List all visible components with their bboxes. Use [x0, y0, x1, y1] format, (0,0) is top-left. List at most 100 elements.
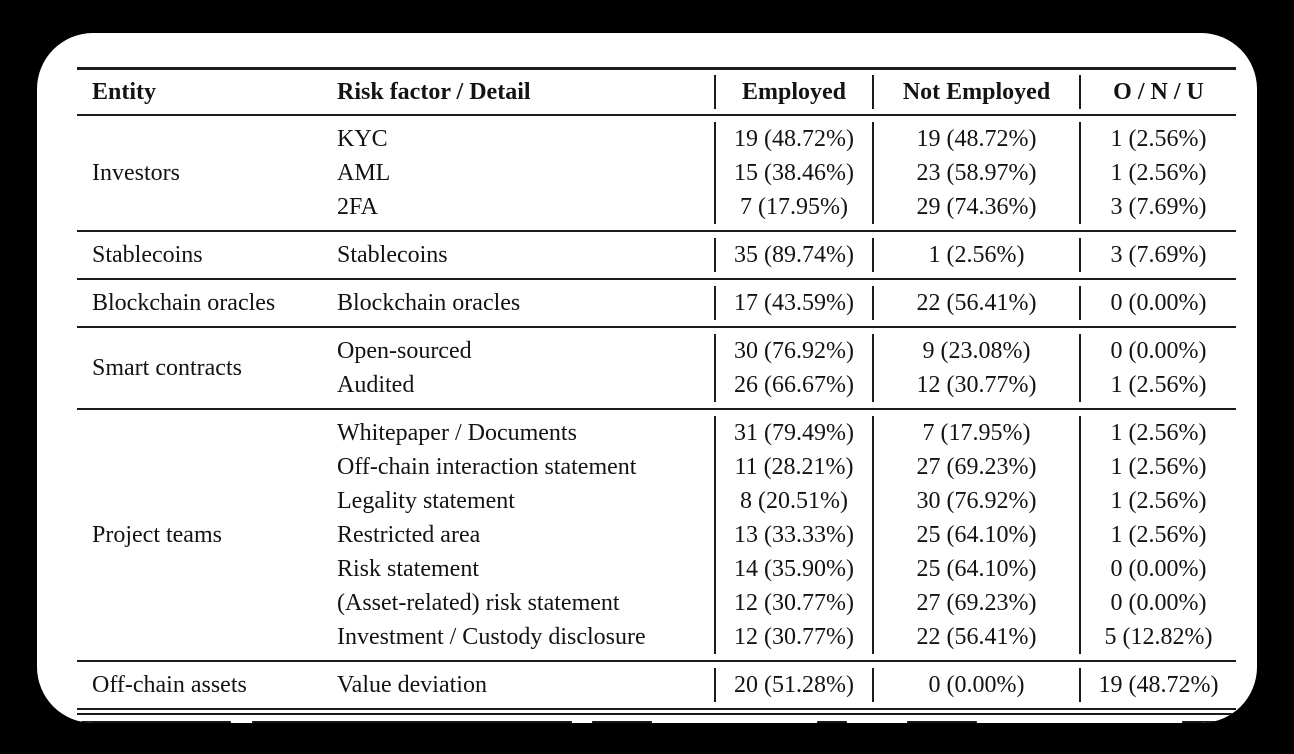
- onu-cell: 19 (48.72%): [1079, 668, 1236, 702]
- entity-cell: Off-chain assets: [92, 671, 247, 698]
- employed-cell: 7 (17.95%): [714, 190, 872, 224]
- clipped-caption-remnant: [77, 721, 1236, 723]
- table-top-rule: [77, 67, 1236, 70]
- not-employed-cell: 29 (74.36%): [872, 190, 1079, 224]
- entity-cell: Smart contracts: [92, 354, 242, 381]
- onu-cell: 3 (7.69%): [1079, 190, 1236, 224]
- detail-cell: Legality statement: [337, 488, 515, 514]
- onu-cell: 0 (0.00%): [1079, 286, 1236, 320]
- onu-cell: 1 (2.56%): [1079, 484, 1236, 518]
- table-section: Investors KYC 19 (48.72%) 19 (48.72%) 1 …: [77, 116, 1236, 230]
- not-employed-cell: 12 (30.77%): [872, 368, 1079, 402]
- employed-cell: 17 (43.59%): [714, 286, 872, 320]
- table-row: 2FA 7 (17.95%) 29 (74.36%) 3 (7.69%): [337, 190, 1236, 224]
- onu-cell: 1 (2.56%): [1079, 518, 1236, 552]
- table-section: Stablecoins Stablecoins 35 (89.74%) 1 (2…: [77, 230, 1236, 278]
- onu-cell: 0 (0.00%): [1079, 334, 1236, 368]
- caption-fragment: [81, 721, 231, 723]
- not-employed-cell: 19 (48.72%): [872, 122, 1079, 156]
- table-row: Legality statement 8 (20.51%) 30 (76.92%…: [337, 484, 1236, 518]
- caption-fragment: [592, 721, 652, 723]
- onu-cell: 1 (2.56%): [1079, 450, 1236, 484]
- risk-factor-table: Entity Risk factor / Detail Employed Not…: [77, 67, 1236, 723]
- employed-cell: 31 (79.49%): [714, 416, 872, 450]
- detail-cell: Off-chain interaction statement: [337, 454, 637, 480]
- table-row: Open-sourced 30 (76.92%) 9 (23.08%) 0 (0…: [337, 334, 1236, 368]
- caption-fragment: [252, 721, 572, 723]
- employed-cell: 12 (30.77%): [714, 586, 872, 620]
- entity-cell: Project teams: [92, 521, 222, 548]
- detail-cell: Open-sourced: [337, 338, 472, 364]
- detail-cell: (Asset-related) risk statement: [337, 590, 620, 616]
- entity-cell: Investors: [92, 159, 180, 186]
- table-section: Off-chain assets Value deviation 20 (51.…: [77, 660, 1236, 708]
- table-row: AML 15 (38.46%) 23 (58.97%) 1 (2.56%): [337, 156, 1236, 190]
- onu-cell: 1 (2.56%): [1079, 122, 1236, 156]
- detail-cell: Investment / Custody disclosure: [337, 624, 646, 650]
- table-row: Stablecoins 35 (89.74%) 1 (2.56%) 3 (7.6…: [337, 238, 1236, 272]
- onu-cell: 0 (0.00%): [1079, 586, 1236, 620]
- not-employed-cell: 25 (64.10%): [872, 552, 1079, 586]
- onu-cell: 0 (0.00%): [1079, 552, 1236, 586]
- employed-cell: 35 (89.74%): [714, 238, 872, 272]
- column-header-employed: Employed: [714, 75, 872, 109]
- employed-cell: 15 (38.46%): [714, 156, 872, 190]
- section-rows: Value deviation 20 (51.28%) 0 (0.00%) 19…: [337, 668, 1236, 702]
- table-section: Project teams Whitepaper / Documents 31 …: [77, 408, 1236, 660]
- employed-cell: 12 (30.77%): [714, 620, 872, 654]
- employed-cell: 20 (51.28%): [714, 668, 872, 702]
- table-row: Investment / Custody disclosure 12 (30.7…: [337, 620, 1236, 654]
- onu-cell: 1 (2.56%): [1079, 156, 1236, 190]
- detail-cell: Stablecoins: [337, 242, 448, 268]
- not-employed-cell: 27 (69.23%): [872, 586, 1079, 620]
- section-rows: KYC 19 (48.72%) 19 (48.72%) 1 (2.56%) AM…: [337, 122, 1236, 224]
- employed-cell: 30 (76.92%): [714, 334, 872, 368]
- paper-table-card: Entity Risk factor / Detail Employed Not…: [37, 33, 1257, 723]
- not-employed-cell: 27 (69.23%): [872, 450, 1079, 484]
- not-employed-cell: 30 (76.92%): [872, 484, 1079, 518]
- table-row: KYC 19 (48.72%) 19 (48.72%) 1 (2.56%): [337, 122, 1236, 156]
- table-row: Audited 26 (66.67%) 12 (30.77%) 1 (2.56%…: [337, 368, 1236, 402]
- section-rows: Blockchain oracles 17 (43.59%) 22 (56.41…: [337, 286, 1236, 320]
- onu-cell: 1 (2.56%): [1079, 368, 1236, 402]
- caption-fragment: [1182, 721, 1236, 723]
- not-employed-cell: 1 (2.56%): [872, 238, 1079, 272]
- caption-fragment: [907, 721, 977, 723]
- employed-cell: 19 (48.72%): [714, 122, 872, 156]
- section-rows: Whitepaper / Documents 31 (79.49%) 7 (17…: [337, 416, 1236, 654]
- table-row: Whitepaper / Documents 31 (79.49%) 7 (17…: [337, 416, 1236, 450]
- section-rows: Open-sourced 30 (76.92%) 9 (23.08%) 0 (0…: [337, 334, 1236, 402]
- not-employed-cell: 22 (56.41%): [872, 620, 1079, 654]
- onu-cell: 5 (12.82%): [1079, 620, 1236, 654]
- not-employed-cell: 0 (0.00%): [872, 668, 1079, 702]
- table-row: (Asset-related) risk statement 12 (30.77…: [337, 586, 1236, 620]
- detail-cell: Restricted area: [337, 522, 481, 548]
- detail-cell: KYC: [337, 126, 388, 152]
- not-employed-cell: 23 (58.97%): [872, 156, 1079, 190]
- detail-cell: Blockchain oracles: [337, 290, 521, 316]
- column-header-onu: O / N / U: [1079, 75, 1236, 109]
- table-header-row: Entity Risk factor / Detail Employed Not…: [77, 70, 1236, 116]
- table-row: Off-chain interaction statement 11 (28.2…: [337, 450, 1236, 484]
- detail-cell: Risk statement: [337, 556, 479, 582]
- detail-cell: Audited: [337, 372, 415, 398]
- onu-cell: 1 (2.56%): [1079, 416, 1236, 450]
- employed-cell: 13 (33.33%): [714, 518, 872, 552]
- column-header-entity: Entity: [92, 79, 157, 105]
- not-employed-cell: 9 (23.08%): [872, 334, 1079, 368]
- detail-cell: AML: [337, 160, 391, 186]
- table-section: Blockchain oracles Blockchain oracles 17…: [77, 278, 1236, 326]
- table-row: Restricted area 13 (33.33%) 25 (64.10%) …: [337, 518, 1236, 552]
- not-employed-cell: 22 (56.41%): [872, 286, 1079, 320]
- section-rows: Stablecoins 35 (89.74%) 1 (2.56%) 3 (7.6…: [337, 238, 1236, 272]
- table-row: Value deviation 20 (51.28%) 0 (0.00%) 19…: [337, 668, 1236, 702]
- risk-table-body: Investors KYC 19 (48.72%) 19 (48.72%) 1 …: [77, 116, 1236, 708]
- employed-cell: 8 (20.51%): [714, 484, 872, 518]
- detail-cell: Value deviation: [337, 672, 487, 698]
- onu-cell: 3 (7.69%): [1079, 238, 1236, 272]
- table-row: Blockchain oracles 17 (43.59%) 22 (56.41…: [337, 286, 1236, 320]
- detail-cell: 2FA: [337, 194, 378, 220]
- column-header-not-employed: Not Employed: [872, 75, 1079, 109]
- entity-cell: Blockchain oracles: [92, 289, 276, 316]
